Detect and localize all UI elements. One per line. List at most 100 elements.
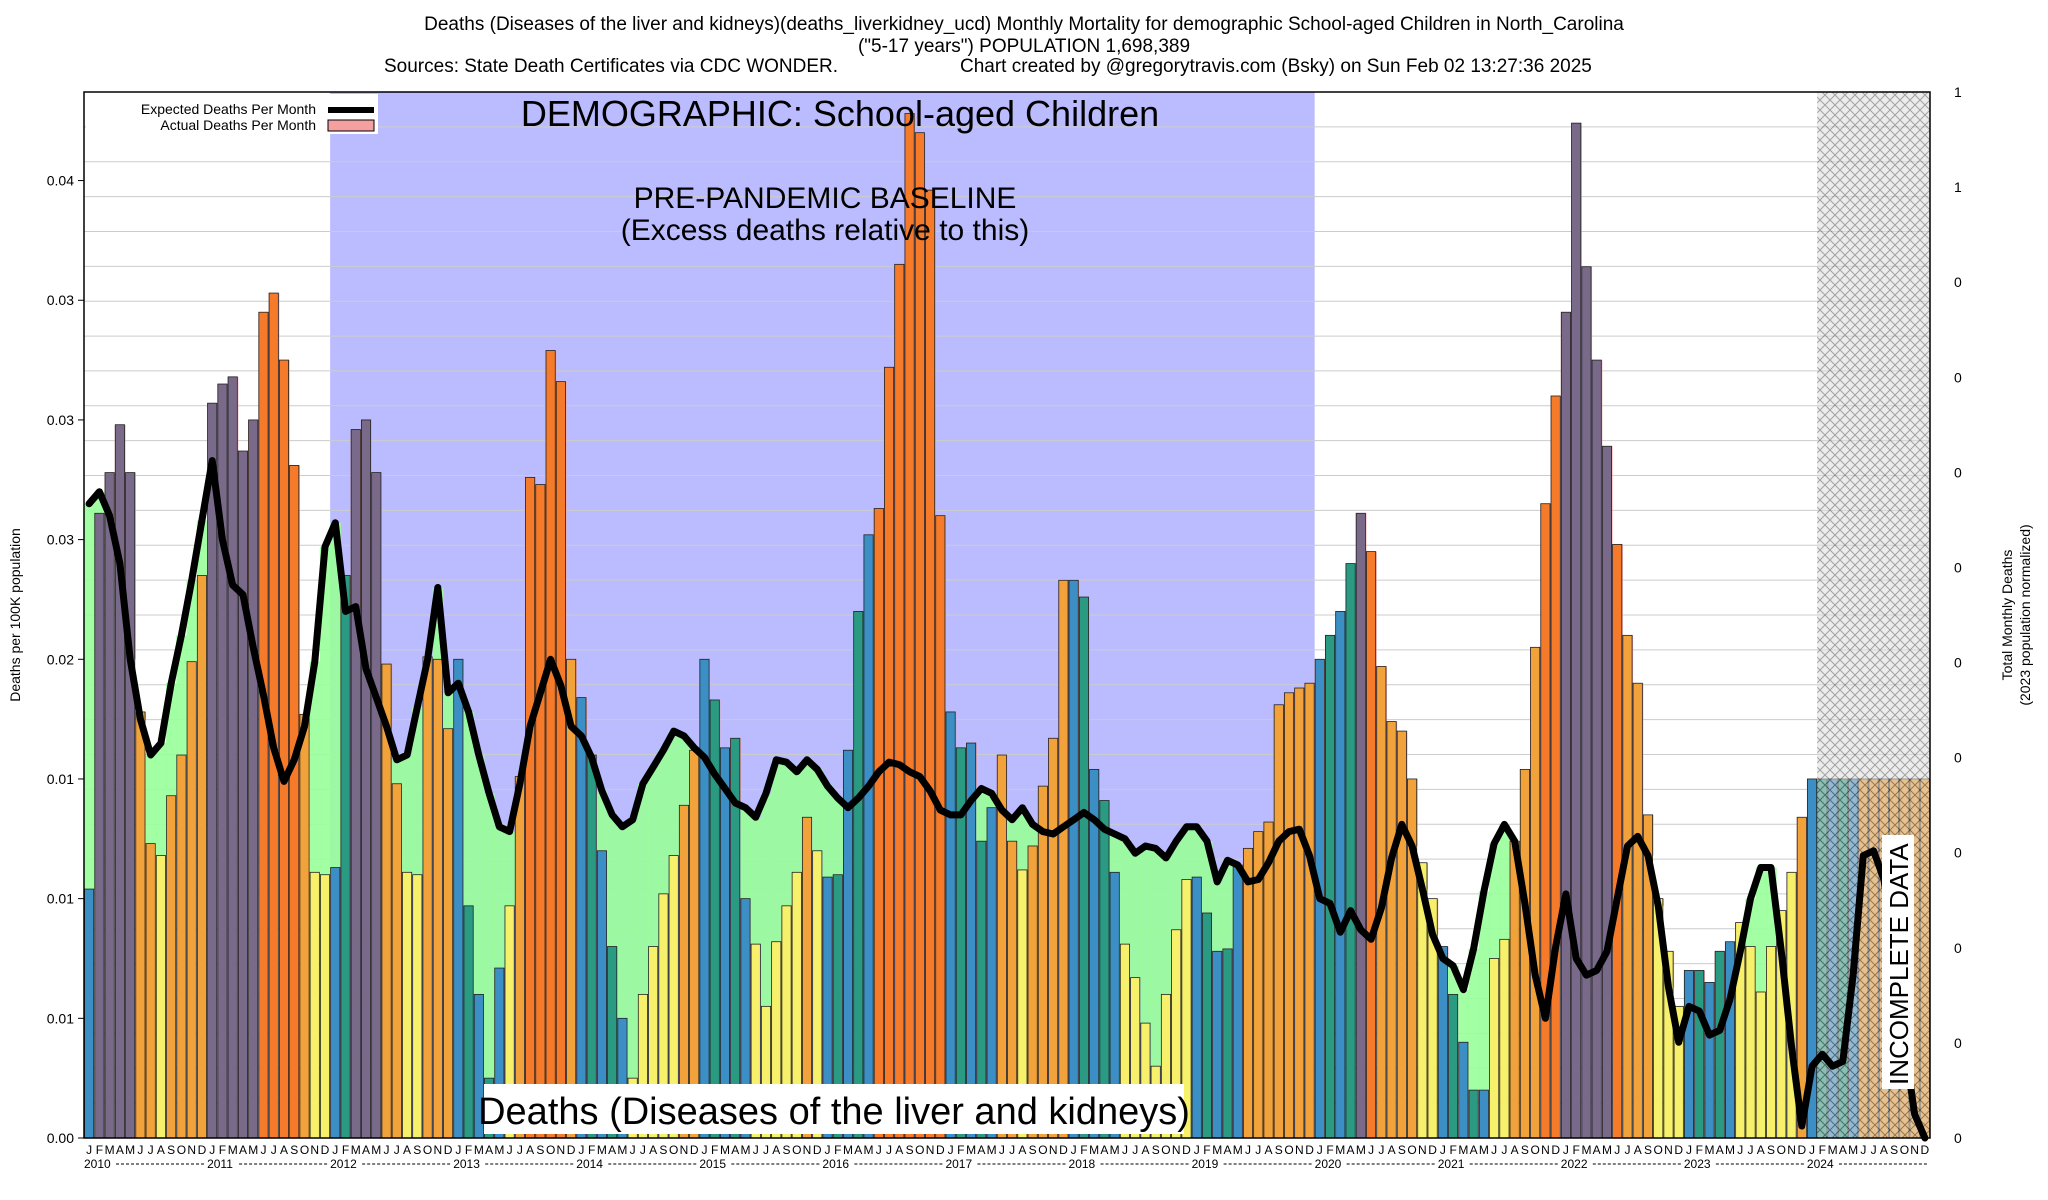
x-month-label: J: [1748, 1143, 1754, 1157]
x-month-label: J: [630, 1143, 636, 1157]
actual-bar: [1571, 122, 1582, 1139]
actual-bar: [894, 263, 905, 1139]
x-month-label: J: [271, 1143, 277, 1157]
actual-bar: [873, 508, 884, 1139]
x-month-label: N: [1418, 1143, 1427, 1157]
baseline-label-line1: PRE-PANDEMIC BASELINE: [634, 182, 1017, 215]
actual-bar: [853, 611, 864, 1139]
x-month-label: M: [597, 1143, 607, 1157]
expected-deaths-line: [85, 457, 1929, 1142]
actual-bar: [402, 871, 413, 1139]
area-segment: [494, 826, 505, 969]
x-month-label: O: [300, 1143, 309, 1157]
x-month-label: D: [813, 1143, 822, 1157]
x-month-label: J: [1122, 1143, 1128, 1157]
x-month-label: S: [536, 1143, 544, 1157]
x-month-label: S: [290, 1143, 298, 1157]
y-tick-label: 0.02: [47, 651, 74, 667]
x-month-label: J: [86, 1143, 92, 1157]
x-year-label: 2016: [822, 1157, 849, 1171]
actual-bar: [1212, 950, 1223, 1139]
x-month-label: J: [1009, 1143, 1015, 1157]
x-month-label: J: [701, 1143, 707, 1157]
x-month-label: O: [1284, 1143, 1293, 1157]
actual-bar: [1242, 847, 1254, 1139]
area-segment: [750, 817, 762, 945]
actual-bar: [1632, 682, 1643, 1139]
actual-bar: [1273, 704, 1284, 1139]
x-year-label: 2021: [1438, 1157, 1465, 1171]
actual-bar: [719, 747, 730, 1139]
actual-bar: [155, 855, 166, 1139]
actual-bar: [555, 381, 566, 1139]
y-axis-label-right-2: (2023 population normalized): [2017, 524, 2033, 705]
actual-bar: [432, 658, 443, 1139]
area-segment: [1765, 867, 1777, 947]
x-month-label: M: [351, 1143, 361, 1157]
area-segment: [1745, 898, 1757, 947]
actual-bar: [1489, 958, 1500, 1139]
x-year-label: 2017: [945, 1157, 972, 1171]
x-month-label: J: [1317, 1143, 1323, 1157]
demographic-label: DEMOGRAPHIC: School-aged Children: [521, 93, 1159, 134]
area-segment: [832, 798, 844, 875]
actual-bar: [1530, 646, 1541, 1139]
x-month-label: M: [1089, 1143, 1099, 1157]
actual-bar: [350, 429, 361, 1139]
x-month-label: D: [198, 1143, 207, 1157]
x-month-label: D: [936, 1143, 945, 1157]
x-month-label: D: [1428, 1143, 1437, 1157]
actual-bar: [1294, 687, 1305, 1139]
area-segment: [166, 683, 177, 796]
area-segment: [1468, 948, 1480, 1091]
area-segment: [401, 755, 413, 873]
actual-bar: [1068, 579, 1079, 1139]
x-year-label: 2014: [576, 1157, 603, 1171]
x-month-label: O: [1407, 1143, 1416, 1157]
actual-bar: [340, 575, 351, 1139]
x-month-label: S: [1029, 1143, 1037, 1157]
x-month-label: A: [1470, 1143, 1478, 1157]
x-month-label: A: [239, 1143, 247, 1157]
x-month-label: N: [1172, 1143, 1181, 1157]
x-month-label: J: [578, 1143, 584, 1157]
x-month-label: J: [640, 1143, 646, 1157]
actual-bar: [1201, 912, 1213, 1139]
x-month-label: A: [1223, 1143, 1231, 1157]
x-month-label: N: [310, 1143, 319, 1157]
y-axis-label-left: Deaths per 100K population: [7, 528, 23, 702]
actual-bar: [545, 350, 556, 1139]
x-month-label: F: [957, 1143, 964, 1157]
y-tick-label: 0.04: [47, 173, 74, 189]
actual-bar: [925, 189, 936, 1139]
x-month-label: J: [999, 1143, 1005, 1157]
x-month-label: F: [1326, 1143, 1333, 1157]
x-month-label: M: [105, 1143, 115, 1157]
area-segment: [442, 692, 454, 729]
x-month-label: J: [384, 1143, 390, 1157]
x-month-label: A: [854, 1143, 862, 1157]
actual-bar: [1366, 551, 1377, 1139]
incomplete-label-background: [1882, 835, 1914, 1089]
x-month-label: M: [474, 1143, 484, 1157]
baseline-label-line2: (Excess deaths relative to this): [621, 214, 1030, 247]
area-segment: [330, 522, 341, 868]
right-tick-label: 1: [1954, 84, 1962, 100]
x-month-label: F: [1203, 1143, 1210, 1157]
x-month-label: A: [526, 1143, 534, 1157]
area-segment: [1755, 867, 1767, 992]
actual-bar: [371, 472, 382, 1139]
actual-bar: [863, 534, 874, 1139]
y-tick-label: 0.01: [47, 771, 74, 787]
x-month-label: N: [1664, 1143, 1673, 1157]
legend: Expected Deaths Per Month Actual Deaths …: [86, 94, 378, 134]
actual-bar: [1448, 993, 1459, 1139]
actual-bar: [914, 132, 925, 1139]
plot-frame: [83, 91, 1931, 1139]
x-month-label: A: [1100, 1143, 1108, 1157]
area-segment: [1017, 807, 1029, 870]
x-month-label: M: [1212, 1143, 1222, 1157]
x-month-label: M: [720, 1143, 730, 1157]
x-month-label: J: [332, 1143, 338, 1157]
x-month-label: J: [1071, 1143, 1077, 1157]
